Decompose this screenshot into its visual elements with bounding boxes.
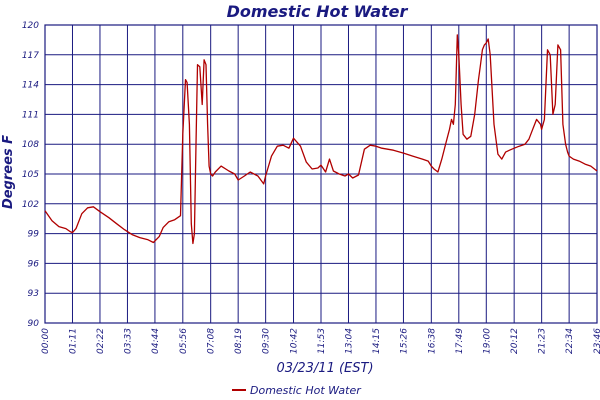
y-tick-label: 93: [28, 289, 40, 299]
x-tick-label: 16:38: [427, 328, 437, 354]
series-line-domestic-hot-water: [44, 34, 598, 245]
x-tick-label: 14:15: [372, 328, 382, 354]
x-tick-label: 01:11: [68, 328, 78, 354]
series-layer: [44, 34, 598, 245]
legend: Domestic Hot Water: [232, 384, 362, 397]
y-axis-ticks: 90 93 96 99 102 105 108 111 114 117 120: [22, 21, 39, 329]
y-axis-label: Degrees F: [1, 135, 16, 209]
x-tick-label: 22:34: [565, 328, 575, 354]
y-tick-label: 117: [22, 51, 39, 61]
x-tick-label: 05:56: [179, 328, 189, 354]
x-tick-label: 09:30: [262, 328, 272, 354]
y-tick-label: 99: [28, 230, 40, 240]
x-tick-label: 07:08: [207, 328, 217, 354]
x-tick-label: 23:46: [593, 328, 600, 354]
x-tick-label: 10:42: [290, 328, 300, 354]
x-tick-label: 11:53: [317, 328, 327, 354]
y-tick-label: 108: [22, 140, 39, 150]
x-tick-label: 20:12: [510, 328, 520, 354]
x-tick-label: 02:22: [96, 328, 106, 354]
x-axis-ticks: 00:00 01:11 02:22 03:33 04:44 05:56 07:08 08:19…: [41, 328, 600, 354]
x-tick-label: 00:00: [41, 328, 51, 354]
x-tick-label: 15:26: [399, 328, 409, 354]
plot-frame: [44, 24, 598, 324]
y-tick-label: 114: [22, 81, 39, 91]
y-tick-label: 105: [22, 170, 39, 180]
y-tick-label: 90: [28, 319, 40, 329]
chart-title: Domestic Hot Water: [227, 2, 409, 21]
x-tick-label: 21:23: [538, 328, 548, 354]
y-tick-label: 96: [28, 259, 40, 269]
x-tick-label: 13:04: [344, 328, 354, 354]
y-tick-label: 102: [22, 200, 39, 210]
x-axis-label: 03/23/11 (EST): [276, 361, 373, 376]
x-tick-label: 04:44: [151, 328, 161, 354]
y-tick-label: 120: [22, 21, 39, 31]
x-tick-label: 17:49: [455, 328, 465, 354]
x-tick-label: 03:33: [123, 328, 133, 354]
legend-label: Domestic Hot Water: [250, 384, 362, 397]
x-tick-label: 19:00: [482, 328, 492, 354]
y-tick-label: 111: [22, 110, 39, 120]
x-tick-label: 08:19: [234, 328, 244, 354]
grid: [44, 24, 598, 324]
